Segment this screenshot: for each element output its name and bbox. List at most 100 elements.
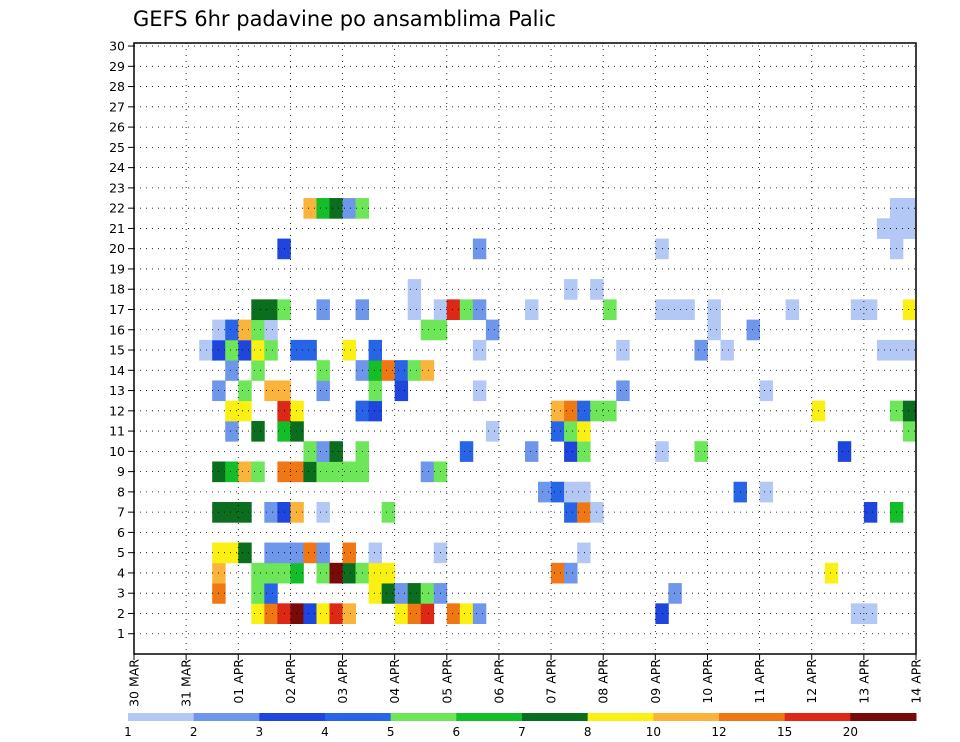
ensemble-cell [368, 400, 383, 422]
ensemble-cell [290, 339, 304, 361]
ensemble-cell [225, 420, 239, 442]
x-axis-ticks: 30 MAR 31 MAR 01 APR 02 APR 03 APR 04 APR 05 A… [127, 654, 924, 707]
ensemble-cell [264, 339, 278, 361]
ensemble-cell [342, 542, 356, 564]
ensemble-cell [381, 583, 396, 604]
colorbar-swatch [128, 713, 195, 721]
ensemble-cell [551, 481, 565, 503]
ensemble-cell [538, 481, 552, 503]
ensemble-cell [668, 583, 682, 604]
colorbar-swatch [719, 713, 786, 721]
ensemble-cell [303, 441, 317, 462]
ensemble-cell [420, 461, 435, 483]
ensemble-cell [290, 603, 304, 625]
ensemble-cell [668, 299, 682, 321]
x-tick-label: 30 MAR [127, 659, 142, 707]
ensemble-cell [238, 319, 252, 341]
ensemble-cell [316, 198, 330, 219]
ensemble-cell [316, 299, 330, 321]
ensemble-cell [902, 299, 917, 321]
ensemble-cell [238, 502, 252, 523]
ensemble-cell [446, 299, 461, 321]
x-tick-label: 01 APR [231, 659, 246, 704]
gridlines [134, 43, 916, 654]
y-tick-label: 7 [117, 505, 125, 520]
ensemble-cell [446, 603, 461, 625]
ensemble-cell [902, 400, 917, 422]
colorbar-label: 6 [453, 725, 461, 739]
ensemble-cell [290, 400, 304, 422]
ensemble-cell [420, 603, 435, 625]
ensemble-cell [902, 339, 917, 361]
x-tick-label: 31 MAR [179, 659, 194, 707]
ensemble-cell [902, 218, 917, 239]
ensemble-cell [394, 380, 409, 402]
ensemble-cell [329, 603, 343, 625]
ensemble-cell [577, 400, 591, 422]
ensemble-cell [381, 562, 396, 584]
y-tick-label: 1 [117, 626, 125, 641]
ensemble-cell [420, 583, 435, 604]
ensemble-cell [824, 562, 839, 584]
y-tick-label: 22 [109, 201, 125, 216]
x-tick-label: 04 APR [387, 659, 402, 704]
ensemble-cell [394, 360, 409, 381]
ensemble-cell [368, 562, 383, 584]
ensemble-cell [785, 299, 800, 321]
y-tick-label: 16 [109, 322, 125, 337]
colorbar-label: 3 [256, 725, 264, 739]
ensemble-cell [368, 339, 383, 361]
ensemble-cell [564, 441, 578, 462]
ensemble-cell [876, 218, 891, 239]
ensemble-cell [707, 319, 721, 341]
y-tick-label: 17 [109, 302, 125, 317]
ensemble-cell [525, 441, 539, 462]
y-tick-label: 14 [109, 363, 125, 378]
colorbar-label: 4 [321, 725, 329, 739]
x-tick-label: 05 APR [439, 659, 454, 704]
ensemble-cell [564, 562, 578, 584]
x-tick-label: 06 APR [491, 659, 506, 704]
ensemble-cell [264, 583, 278, 604]
ensemble-cell [551, 562, 565, 584]
ensemble-cell [681, 299, 695, 321]
colorbar-swatch [456, 713, 523, 721]
ensemble-cell [225, 339, 239, 361]
ensemble-cell [407, 603, 422, 625]
x-tick-label: 08 APR [596, 659, 611, 704]
ensemble-cell [616, 380, 630, 402]
chart-title: GEFS 6hr padavine po ansamblima Palic [133, 7, 556, 31]
ensemble-cell [316, 360, 330, 381]
ensemble-cell [420, 360, 435, 381]
y-tick-label: 15 [109, 343, 125, 358]
ensemble-cell [251, 461, 265, 483]
x-tick-label: 09 APR [648, 659, 663, 704]
colorbar-swatch [259, 713, 326, 721]
ensemble-cell [342, 603, 356, 625]
ensemble-cell [368, 542, 383, 564]
y-tick-label: 12 [109, 403, 125, 418]
ensemble-cell [876, 339, 891, 361]
ensemble-cell [472, 339, 487, 361]
ensemble-cell [238, 380, 252, 402]
ensemble-cell [290, 502, 304, 523]
colorbar-label: 20 [843, 725, 858, 739]
y-tick-label: 2 [117, 606, 125, 621]
ensemble-cell [342, 198, 356, 219]
colorbar-swatch [325, 713, 392, 721]
ensemble-cell [694, 441, 708, 462]
ensemble-cell [316, 603, 330, 625]
ensemble-cell [290, 420, 304, 442]
ensemble-cell [342, 562, 356, 584]
x-tick-label: 10 APR [700, 659, 715, 704]
ensemble-cell [564, 400, 578, 422]
colorbar-swatch [522, 713, 589, 721]
ensemble-cells [199, 198, 917, 625]
ensemble-cell [264, 542, 278, 564]
colorbar-label: 1 [124, 725, 132, 739]
ensemble-cell [264, 603, 278, 625]
ensemble-cell [394, 583, 409, 604]
x-tick-label: 12 APR [804, 659, 819, 704]
colorbar-swatch [587, 713, 654, 721]
ensemble-cell [694, 339, 708, 361]
